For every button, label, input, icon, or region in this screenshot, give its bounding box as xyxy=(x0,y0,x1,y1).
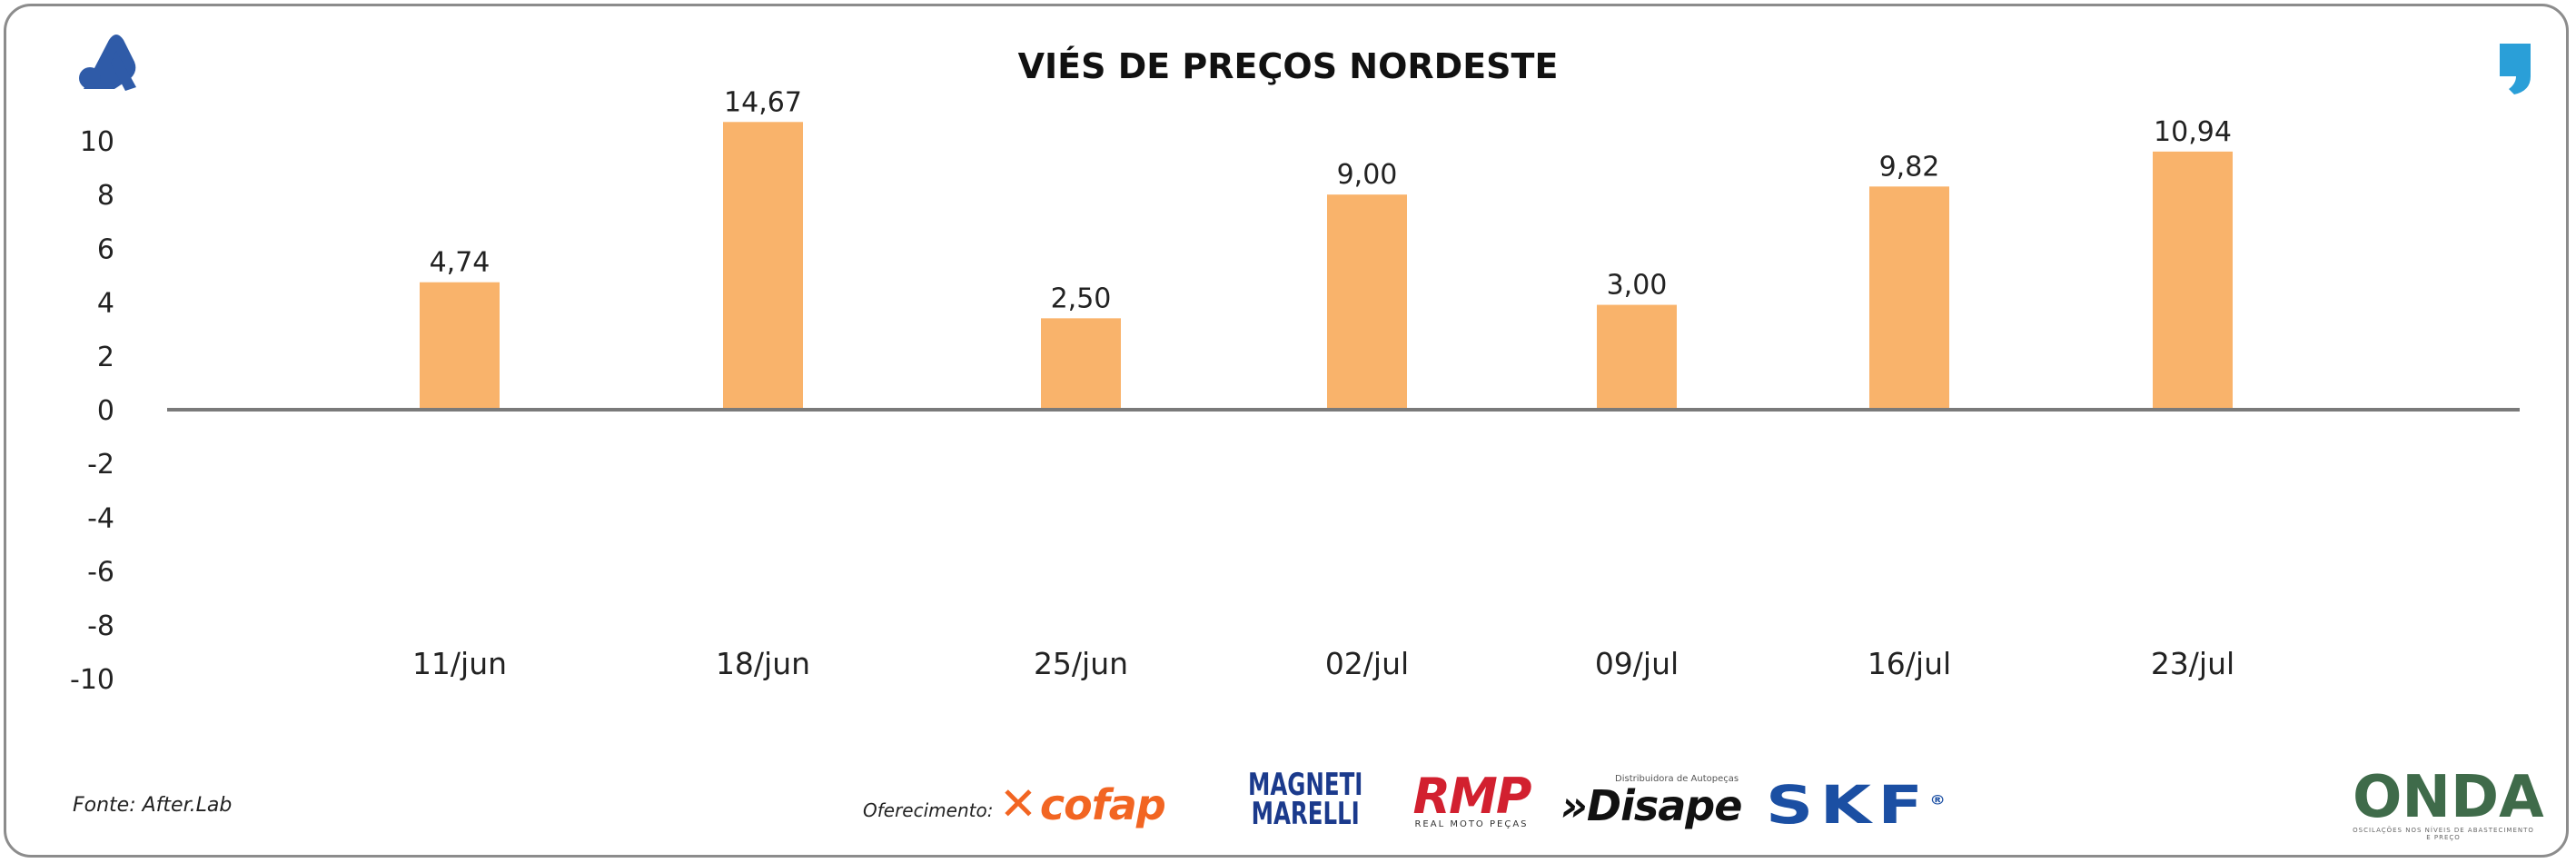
y-axis: 10 8 6 4 2 0 -2 -4 -6 -8 -10 xyxy=(70,126,114,696)
data-label: 3,00 xyxy=(1607,270,1668,302)
skf-registered-mark: ® xyxy=(1929,793,1946,808)
data-label: 14,67 xyxy=(724,86,802,118)
y-tick-label: 6 xyxy=(97,233,114,265)
disape-logo: Distribuidora de Autopeças »Disape xyxy=(1560,774,1742,830)
data-label: 2,50 xyxy=(1051,283,1112,314)
onda-logo: ONDA OSCILAÇÕES NOS NÍVEIS DE ABASTECIME… xyxy=(2353,764,2544,841)
data-label: 9,00 xyxy=(1337,159,1398,191)
rmp-logo: RMP REAL MOTO PEÇAS xyxy=(1403,768,1540,830)
bar-16-jul xyxy=(1869,186,1949,410)
x-tick-label: 25/jun xyxy=(1034,646,1128,681)
cofap-logo: ✕cofap xyxy=(999,778,1166,830)
quote-mark-icon xyxy=(2500,44,2531,94)
rmp-logo-text: RMP xyxy=(1412,768,1532,825)
magneti-marelli-logo: MAGNETI MARELLI xyxy=(1234,767,1377,832)
y-tick-label: -2 xyxy=(87,449,114,481)
x-tick-label: 16/jul xyxy=(1868,646,1951,681)
y-tick-label: -6 xyxy=(87,557,114,589)
data-label: 4,74 xyxy=(430,247,490,279)
disape-logo-subtitle: Distribuidora de Autopeças xyxy=(1615,774,1739,784)
disape-logo-text: »Disape xyxy=(1560,781,1742,830)
onda-logo-subtitle: OSCILAÇÕES NOS NÍVEIS DE ABASTECIMENTO E… xyxy=(2353,827,2534,841)
bars-group xyxy=(420,122,2233,410)
y-tick-label: 2 xyxy=(97,342,114,373)
x-tick-label: 02/jul xyxy=(1325,646,1409,681)
magneti-logo-line1: MAGNETI xyxy=(1247,767,1363,803)
y-tick-label: -10 xyxy=(70,664,114,696)
cofap-mark-icon: ✕ xyxy=(999,778,1037,830)
skf-logo: SKF® xyxy=(1766,774,1946,836)
bar-02-jul xyxy=(1327,194,1407,410)
chart-frame xyxy=(4,4,2569,858)
source-note: Fonte: After.Lab xyxy=(73,794,233,817)
x-axis: 11/jun 18/jun 25/jun 02/jul 09/jul 16/jul 23/j… xyxy=(412,646,2234,681)
data-label: 9,82 xyxy=(1879,151,1940,183)
y-tick-label: -8 xyxy=(87,610,114,642)
after-lab-logo-icon xyxy=(79,35,136,91)
y-tick-label: -4 xyxy=(87,502,114,534)
bar-23-jul xyxy=(2153,151,2233,410)
rmp-logo-subtitle: REAL MOTO PEÇAS xyxy=(1414,819,1529,829)
chart-title: VIÉS DE PREÇOS NORDESTE xyxy=(1018,46,1559,86)
bar-09-jul xyxy=(1597,304,1677,410)
y-tick-label: 4 xyxy=(97,288,114,320)
x-tick-label: 18/jun xyxy=(716,646,810,681)
bar-25-jun xyxy=(1041,318,1121,410)
sponsor-label: Oferecimento: xyxy=(863,799,994,821)
x-tick-label: 09/jul xyxy=(1595,646,1679,681)
cofap-logo-text: cofap xyxy=(1039,780,1166,829)
y-tick-label: 0 xyxy=(97,395,114,427)
bar-11-jun xyxy=(420,282,500,410)
magneti-logo-line2: MARELLI xyxy=(1251,796,1360,832)
y-tick-label: 10 xyxy=(80,126,114,158)
bar-18-jun xyxy=(723,122,803,410)
x-tick-label: 11/jun xyxy=(412,646,507,681)
data-labels: 4,74 14,67 2,50 9,00 3,00 9,82 10,94 xyxy=(430,86,2232,314)
y-tick-label: 8 xyxy=(97,180,114,212)
skf-logo-text: SKF xyxy=(1766,774,1930,836)
x-tick-label: 23/jul xyxy=(2151,646,2234,681)
data-label: 10,94 xyxy=(2154,116,2232,148)
onda-logo-text: ONDA xyxy=(2353,764,2544,831)
